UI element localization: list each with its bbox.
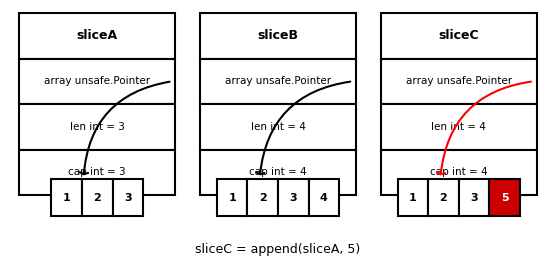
- Bar: [278, 179, 309, 216]
- Bar: [200, 104, 356, 150]
- Text: 3: 3: [470, 193, 478, 203]
- Bar: [19, 150, 175, 195]
- Text: sliceC = append(sliceA, 5): sliceC = append(sliceA, 5): [195, 243, 361, 256]
- Text: 2: 2: [440, 193, 447, 203]
- Text: array unsafe.Pointer: array unsafe.Pointer: [44, 76, 150, 86]
- Bar: [82, 179, 112, 216]
- Text: 5: 5: [501, 193, 508, 203]
- Bar: [428, 179, 459, 216]
- Bar: [381, 104, 537, 150]
- Text: array unsafe.Pointer: array unsafe.Pointer: [225, 76, 331, 86]
- Bar: [19, 58, 175, 104]
- Text: 3: 3: [290, 193, 297, 203]
- Text: len int = 4: len int = 4: [251, 122, 305, 132]
- Text: 1: 1: [63, 193, 71, 203]
- Text: 1: 1: [229, 193, 236, 203]
- Bar: [247, 179, 278, 216]
- Bar: [459, 179, 489, 216]
- Text: cap int = 4: cap int = 4: [430, 167, 488, 177]
- Text: sliceA: sliceA: [77, 29, 118, 42]
- Bar: [489, 179, 520, 216]
- Text: len int = 3: len int = 3: [70, 122, 125, 132]
- Text: sliceB: sliceB: [257, 29, 299, 42]
- Text: cap int = 3: cap int = 3: [68, 167, 126, 177]
- Text: 4: 4: [320, 193, 328, 203]
- Text: len int = 4: len int = 4: [431, 122, 486, 132]
- Bar: [217, 179, 247, 216]
- Text: sliceC: sliceC: [438, 29, 479, 42]
- Text: cap int = 4: cap int = 4: [249, 167, 307, 177]
- Bar: [309, 179, 339, 216]
- Bar: [381, 58, 537, 104]
- Text: 2: 2: [93, 193, 101, 203]
- Bar: [112, 179, 143, 216]
- Bar: [381, 13, 537, 58]
- Bar: [398, 179, 428, 216]
- Bar: [51, 179, 82, 216]
- Text: array unsafe.Pointer: array unsafe.Pointer: [406, 76, 512, 86]
- Text: 2: 2: [259, 193, 266, 203]
- Bar: [19, 104, 175, 150]
- Bar: [200, 150, 356, 195]
- Text: 1: 1: [409, 193, 416, 203]
- Bar: [381, 150, 537, 195]
- Text: 3: 3: [124, 193, 132, 203]
- Bar: [19, 13, 175, 58]
- Bar: [200, 58, 356, 104]
- Bar: [200, 13, 356, 58]
